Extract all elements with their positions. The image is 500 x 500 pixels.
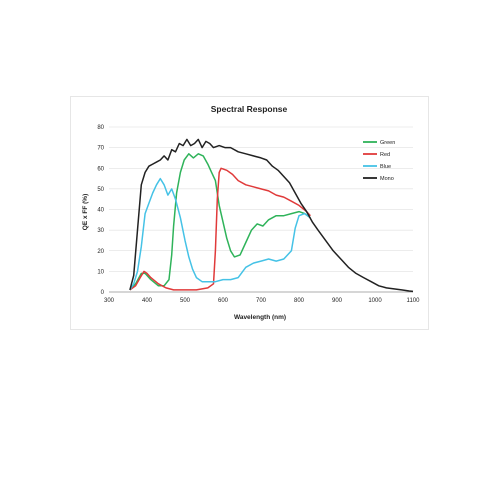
legend-label-mono: Mono: [380, 176, 394, 182]
legend: Green Red Blue Mono: [363, 140, 395, 182]
y-tick-label: 30: [97, 228, 104, 234]
x-axis-label: Wavelength (nm): [234, 314, 286, 321]
y-tick-label: 70: [97, 146, 104, 152]
x-tick-label: 900: [332, 298, 343, 304]
series-line-red: [129, 167, 311, 291]
x-tick-label: 1100: [407, 298, 421, 304]
series-line-blue: [129, 177, 311, 291]
legend-label-red: Red: [380, 152, 390, 158]
x-tick-label: 400: [142, 298, 153, 304]
x-tick-label: 500: [180, 298, 191, 304]
legend-label-green: Green: [380, 140, 395, 146]
x-tick-label: 800: [294, 298, 305, 304]
y-axis-label: QE x FF (%): [82, 194, 89, 230]
series-line-green: [129, 153, 311, 291]
legend-label-blue: Blue: [380, 164, 391, 170]
y-tick-label: 80: [97, 125, 104, 131]
chart-title: Spectral Response: [211, 104, 288, 114]
series-line-mono: [129, 138, 414, 293]
series-lines: [129, 138, 414, 293]
x-tick-label: 300: [104, 298, 115, 304]
x-tick-label: 700: [256, 298, 267, 304]
gridlines: [109, 126, 413, 293]
spectral-response-chart: Spectral Response 0 10 20 30 40 50 60 70 80 300 40…: [82, 104, 420, 321]
y-tick-label: 0: [101, 290, 105, 296]
axes: 0 10 20 30 40 50 60 70 80 300 400 500 600 700 800 900 10…: [97, 125, 420, 304]
chart-container: Spectral Response 0 10 20 30 40 50 60 70 80 300 40…: [70, 96, 429, 330]
x-tick-label: 600: [218, 298, 229, 304]
y-tick-label: 20: [97, 249, 104, 255]
y-tick-label: 50: [97, 187, 104, 193]
x-tick-label: 1000: [368, 298, 382, 304]
y-tick-label: 10: [97, 269, 104, 275]
y-tick-label: 60: [97, 166, 104, 172]
y-tick-label: 40: [97, 208, 104, 214]
